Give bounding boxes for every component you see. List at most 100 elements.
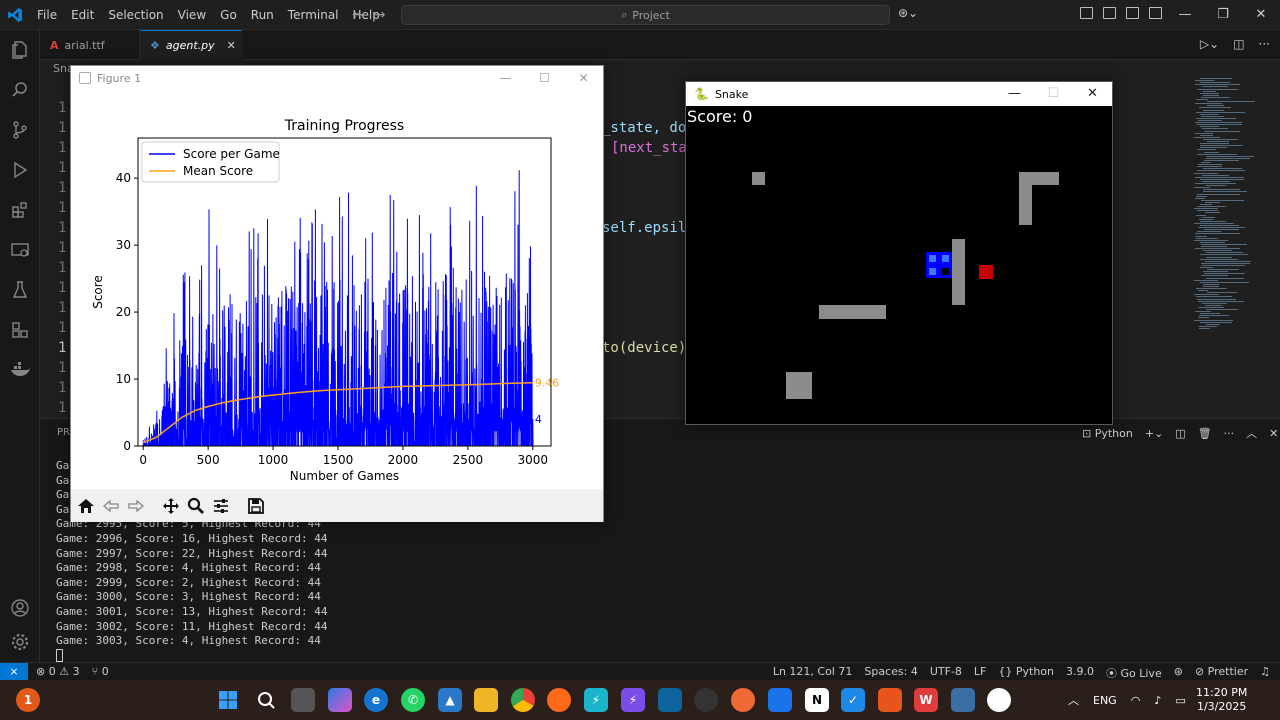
toggle-panel-icon[interactable] [1126, 7, 1139, 19]
language-indicator[interactable]: ENG [1093, 693, 1117, 707]
notes-app-icon[interactable] [768, 688, 792, 712]
accounts-icon[interactable] [0, 588, 40, 628]
go-live[interactable]: ⦿ Go Live [1106, 667, 1162, 680]
wifi-icon[interactable]: ◠ [1130, 693, 1141, 707]
github-icon[interactable] [694, 688, 718, 712]
app-badge-icon[interactable]: 1 [16, 688, 40, 712]
line-ending[interactable]: LF [973, 665, 987, 678]
volume-icon[interactable]: ♪ [1154, 693, 1162, 707]
search-view-icon[interactable] [0, 70, 40, 110]
encoding[interactable]: UTF-8 [929, 665, 962, 678]
minimize-icon[interactable]: — [1178, 7, 1192, 22]
notion-icon[interactable]: N [805, 688, 829, 712]
run-debug-icon[interactable] [0, 150, 40, 190]
copilot-icon[interactable]: ⊛⌄ [898, 6, 919, 20]
snake-minimize-icon[interactable]: — [1008, 86, 1021, 101]
extensions-icon[interactable] [0, 190, 40, 230]
python-app-icon[interactable] [951, 688, 975, 712]
docker-icon[interactable] [0, 350, 40, 390]
remote-indicator-icon[interactable]: ⨯ [0, 663, 28, 681]
whatsapp-icon[interactable]: ✆ [401, 688, 425, 712]
terminal-type-label[interactable]: ⊡ Python [1082, 426, 1133, 440]
pan-icon[interactable] [159, 494, 182, 517]
python-interpreter[interactable]: 3.9.0 [1066, 665, 1094, 678]
toggle-secondary-sidebar-icon[interactable] [1149, 7, 1162, 19]
prettier[interactable]: ⊘ Prettier [1194, 665, 1249, 678]
start-menu-icon[interactable] [216, 688, 240, 712]
chrome-icon[interactable] [511, 688, 535, 712]
app-bolt-icon[interactable]: ⚡ [584, 688, 608, 712]
tab-close-icon[interactable]: ✕ [226, 39, 236, 52]
cursor-position[interactable]: Ln 121, Col 71 [772, 665, 853, 678]
maximize-panel-icon[interactable]: ︿ [1246, 427, 1258, 440]
close-icon[interactable]: ✕ [1255, 7, 1267, 22]
task-view-icon[interactable] [291, 688, 315, 712]
explorer-icon[interactable] [0, 30, 40, 70]
containers-icon[interactable] [0, 310, 40, 350]
problems-status[interactable]: ⊗ 0 ⚠ 3 [36, 665, 80, 678]
copilot-app-icon[interactable] [328, 688, 352, 712]
copilot-status-icon[interactable]: ⊛ [1173, 665, 1183, 678]
configure-icon[interactable] [209, 494, 232, 517]
todo-icon[interactable]: ✓ [841, 688, 865, 712]
postman-icon[interactable] [731, 688, 755, 712]
firefox-icon[interactable] [547, 688, 571, 712]
taskbar-search-icon[interactable] [254, 688, 278, 712]
testing-icon[interactable] [0, 270, 40, 310]
notifications-bell-icon[interactable]: ♫ [1260, 665, 1270, 678]
terminal-prompt[interactable] [56, 649, 328, 664]
restore-icon[interactable]: ❐ [1217, 7, 1229, 22]
back-arrow-icon[interactable]: ← [352, 7, 364, 23]
language-mode[interactable]: {} Python [998, 665, 1054, 678]
run-file-icon[interactable]: ▷⌄ [1199, 37, 1220, 51]
new-terminal-icon[interactable]: +⌄ [1144, 426, 1164, 440]
menu-view[interactable]: View [177, 7, 207, 22]
more-actions-icon[interactable]: ··· [1258, 37, 1270, 51]
snake-titlebar[interactable]: 🐍 Snake [686, 82, 1112, 106]
more-icon[interactable]: ··· [1223, 426, 1235, 440]
photos-icon[interactable]: ▲ [438, 688, 462, 712]
tray-overflow-icon[interactable]: ︿ [1068, 694, 1079, 707]
save-icon[interactable] [244, 494, 267, 517]
figure-close-icon[interactable]: ✕ [578, 71, 589, 85]
menu-edit[interactable]: Edit [71, 7, 95, 22]
snake-close-icon[interactable]: ✕ [1087, 86, 1098, 101]
figure-maximize-icon[interactable]: ☐ [539, 71, 550, 85]
forward-icon[interactable] [124, 494, 147, 517]
vscode-taskbar-icon[interactable] [658, 688, 682, 712]
back-icon[interactable] [99, 494, 122, 517]
kill-terminal-icon[interactable]: 🗑 [1197, 426, 1212, 440]
edge-icon[interactable]: e [364, 688, 388, 712]
app-bolt-purple-icon[interactable]: ⚡ [621, 688, 645, 712]
menu-selection[interactable]: Selection [108, 7, 164, 22]
terminal-output[interactable]: Ga Ga Ga Ga Game: 2995, Score: 5, Highest Re… [56, 459, 328, 663]
forward-arrow-icon[interactable]: → [373, 7, 386, 23]
menu-go[interactable]: Go [220, 7, 237, 22]
remote-explorer-icon[interactable] [0, 230, 40, 270]
zoom-icon[interactable] [184, 494, 207, 517]
menu-run[interactable]: Run [250, 7, 274, 22]
app-orange-icon[interactable] [878, 688, 902, 712]
tab-arial-ttf[interactable]: A arial.ttf [40, 30, 140, 60]
tab-agent-py[interactable]: ❖ agent.py ✕ [140, 30, 242, 60]
panel-tab-problems[interactable]: PRO [57, 427, 78, 438]
toggle-sidebar-icon[interactable] [1103, 7, 1116, 19]
menu-help[interactable]: Help [352, 7, 380, 22]
menu-file[interactable]: File [37, 7, 58, 22]
customize-layout-icon[interactable] [1080, 7, 1093, 19]
command-center-search[interactable]: ⌕ Project [401, 5, 890, 25]
menu-terminal[interactable]: Terminal [287, 7, 339, 22]
manage-gear-icon[interactable] [0, 622, 40, 662]
figure-minimize-icon[interactable]: — [499, 71, 512, 85]
wps-icon[interactable]: W [914, 688, 938, 712]
source-control-icon[interactable] [0, 110, 40, 150]
split-terminal-icon[interactable]: ◫ [1175, 426, 1186, 440]
clock[interactable]: 11:20 PM 1/3/2025 [1196, 686, 1247, 714]
split-editor-icon[interactable]: ◫ [1233, 37, 1245, 51]
home-icon[interactable] [74, 494, 97, 517]
close-panel-icon[interactable]: ✕ [1269, 426, 1279, 440]
battery-icon[interactable]: ▭ [1175, 693, 1186, 707]
ports-status[interactable]: ⑂ 0 [91, 665, 109, 678]
file-explorer-icon[interactable] [474, 688, 498, 712]
